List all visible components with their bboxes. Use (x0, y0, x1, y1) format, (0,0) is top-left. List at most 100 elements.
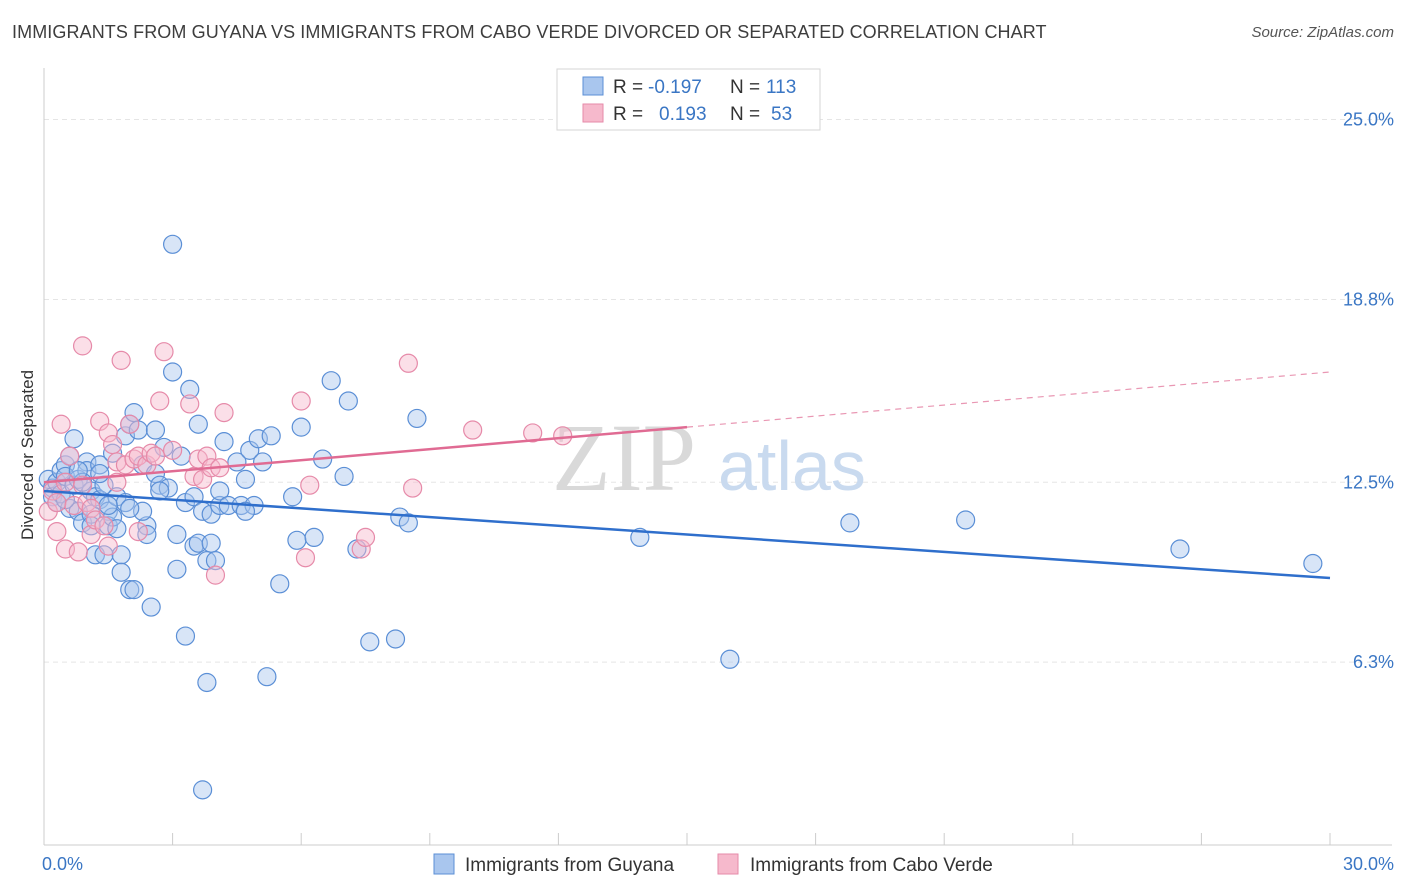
legend-n-label-caboverde: N = (730, 104, 760, 125)
point-guyana-87 (334, 466, 354, 487)
point-guyana-68 (210, 481, 230, 501)
point-guyana-24 (94, 545, 114, 565)
watermark-atlas: atlas (718, 427, 866, 505)
point-guyana-79 (261, 426, 281, 446)
point-guyana-96 (720, 649, 740, 669)
bottom-legend-swatch-guyana (433, 853, 455, 875)
point-guyana-53 (167, 524, 187, 545)
point-caboverde-9 (68, 542, 88, 562)
point-guyana-51 (163, 234, 183, 254)
point-guyana-94 (407, 408, 427, 429)
trend-line-caboverde-extrapolated (686, 371, 1331, 428)
point-caboverde-33 (154, 342, 174, 362)
legend-n-value-guyana: 113 (766, 77, 796, 98)
chart-title: IMMIGRANTS FROM GUYANA VS IMMIGRANTS FRO… (12, 22, 1047, 42)
point-guyana-45 (145, 420, 166, 440)
point-caboverde-50 (403, 478, 423, 498)
point-guyana-83 (291, 417, 311, 437)
point-caboverde-41 (205, 565, 226, 585)
x-ticks (43, 833, 1331, 845)
x-tick-label-min: 0.0% (42, 854, 83, 874)
point-caboverde-53 (553, 426, 573, 446)
point-guyana-100 (1303, 553, 1323, 574)
point-guyana-93 (398, 513, 418, 533)
point-guyana-90 (360, 632, 380, 652)
legend-r-label-guyana: R = (613, 77, 643, 98)
y-tick-label-0: 6.3% (1353, 652, 1394, 672)
legend-swatch-guyana (582, 76, 604, 96)
point-guyana-33 (111, 562, 131, 582)
point-guyana-95 (630, 527, 650, 548)
point-caboverde-49 (398, 353, 418, 373)
point-guyana-52 (167, 559, 187, 579)
point-guyana-36 (120, 580, 140, 600)
legend-n-value-caboverde: 53 (771, 104, 792, 125)
point-caboverde-25 (120, 414, 140, 434)
point-guyana-38 (124, 580, 144, 600)
y-tick-label-3: 25.0% (1343, 110, 1394, 130)
point-guyana-101 (193, 780, 213, 800)
trend-line-caboverde (43, 425, 688, 484)
point-caboverde-46 (300, 475, 320, 495)
point-caboverde-39 (197, 446, 217, 466)
point-guyana-82 (287, 530, 307, 550)
point-caboverde-43 (214, 403, 234, 423)
point-caboverde-21 (107, 472, 127, 492)
y-tick-label-2: 18.8% (1343, 289, 1394, 309)
point-guyana-97 (840, 513, 860, 533)
y-axis-label: Divorced or Separated (18, 370, 37, 540)
point-caboverde-13 (81, 498, 101, 518)
point-caboverde-35 (180, 394, 200, 414)
point-caboverde-52 (523, 423, 543, 443)
point-guyana-81 (283, 487, 303, 507)
point-guyana-57 (180, 379, 200, 400)
point-guyana-105 (235, 501, 256, 521)
point-guyana-108 (98, 495, 118, 516)
legend-box: R = -0.197 N = 113 R = 0.193 N = 53 (556, 68, 821, 131)
point-caboverde-44 (291, 391, 311, 411)
point-guyana-44 (141, 597, 161, 617)
point-guyana-78 (257, 667, 277, 687)
point-caboverde-5 (55, 472, 76, 492)
watermark-zip: ZIP (552, 404, 696, 511)
series-caboverde-points (38, 336, 573, 585)
legend-n-label-guyana: N = (730, 77, 760, 98)
series-guyana-points (38, 234, 1323, 800)
trend-line-guyana (43, 489, 1331, 580)
point-guyana-50 (163, 362, 183, 382)
point-guyana-111 (120, 498, 140, 518)
x-tick-label-max: 30.0% (1343, 854, 1394, 874)
point-caboverde-4 (51, 414, 71, 434)
point-guyana-63 (197, 672, 217, 693)
point-caboverde-28 (128, 521, 148, 542)
point-guyana-84 (304, 527, 324, 548)
legend-swatch-caboverde (582, 103, 604, 123)
point-caboverde-34 (163, 440, 183, 460)
point-guyana-11 (64, 429, 84, 449)
point-caboverde-23 (111, 350, 131, 370)
bottom-legend-label-caboverde: Immigrants from Cabo Verde (750, 855, 993, 876)
y-tick-label-1: 12.5% (1343, 472, 1394, 492)
bottom-legend-label-guyana: Immigrants from Guyana (465, 855, 674, 876)
point-caboverde-20 (102, 434, 123, 455)
bottom-legend: Immigrants from Guyana Immigrants from C… (433, 853, 993, 876)
point-guyana-91 (385, 629, 406, 649)
point-caboverde-45 (295, 548, 316, 568)
point-guyana-86 (321, 371, 341, 391)
point-caboverde-31 (145, 446, 166, 466)
point-guyana-103 (90, 463, 110, 484)
point-caboverde-32 (150, 391, 170, 411)
source-credit: Source: ZipAtlas.com (1251, 24, 1394, 41)
point-guyana-80 (270, 574, 290, 594)
point-guyana-88 (338, 391, 358, 411)
point-caboverde-11 (72, 336, 93, 356)
point-guyana-61 (188, 414, 208, 434)
point-caboverde-48 (355, 527, 376, 548)
legend-r-value-guyana: -0.197 (648, 77, 702, 98)
legend-r-label-caboverde: R = (613, 104, 643, 125)
grid (44, 119, 1392, 663)
point-guyana-99 (1170, 539, 1190, 559)
point-caboverde-19 (98, 423, 118, 443)
legend-r-value-caboverde: 0.193 (659, 104, 707, 125)
